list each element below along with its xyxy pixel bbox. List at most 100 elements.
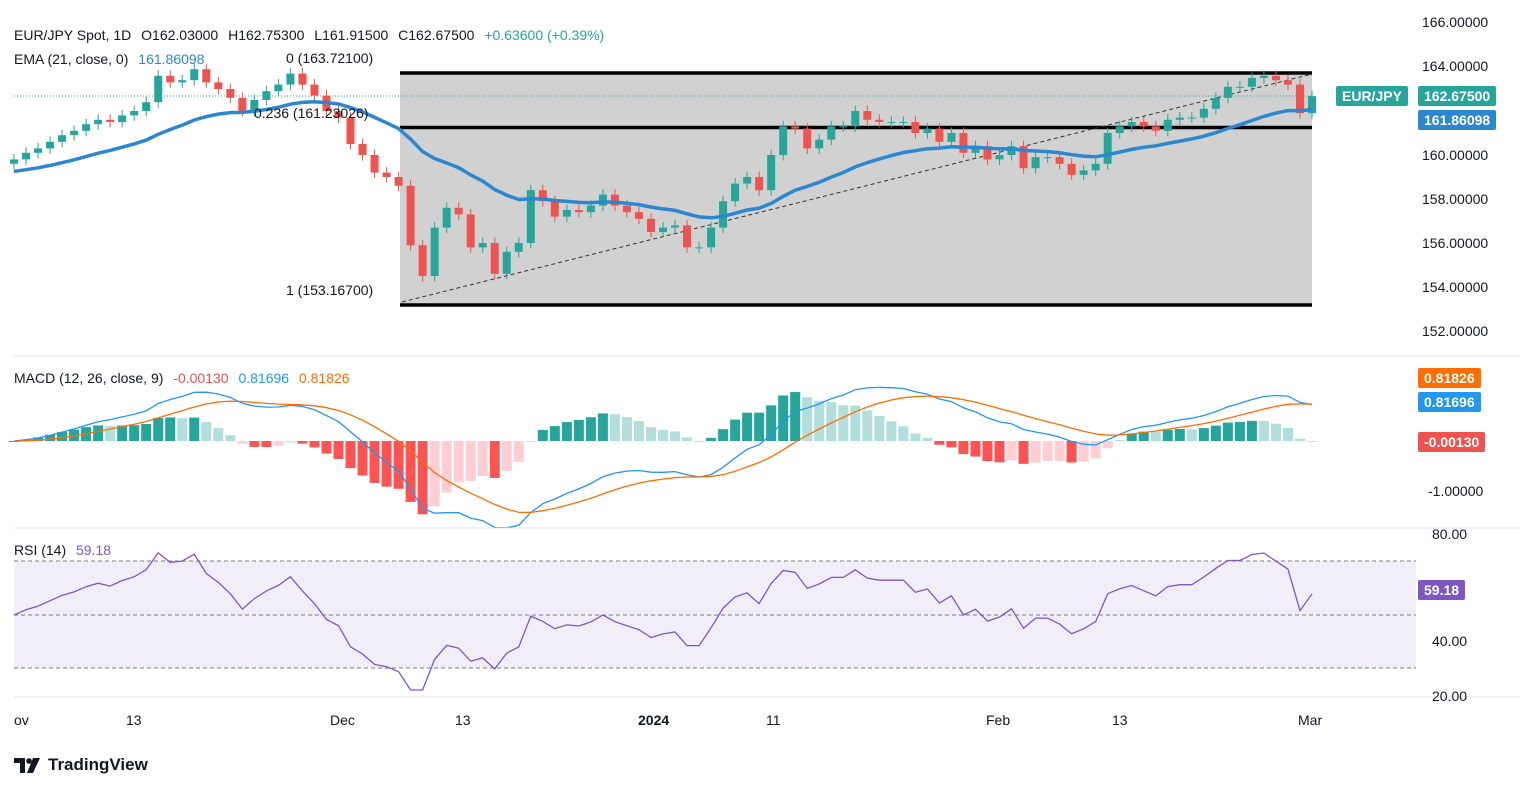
macd-bar <box>982 441 993 462</box>
macd-bar <box>946 441 957 448</box>
rsi-tag: 59.18 <box>1418 580 1466 600</box>
macd-line-value: 0.81696 <box>238 370 290 386</box>
candle-body <box>911 122 920 133</box>
macd-bar <box>489 441 500 478</box>
candle-body <box>923 128 932 133</box>
candle-body <box>1103 133 1112 164</box>
candle-body <box>394 177 403 186</box>
macd-bar <box>357 441 368 476</box>
time-label: Feb <box>986 712 1011 728</box>
macd-bar <box>609 414 620 441</box>
macd-bar <box>213 428 224 441</box>
candle-body <box>574 210 583 213</box>
candle-body <box>610 194 619 206</box>
macd-bar <box>549 426 560 441</box>
macd-bar <box>754 412 765 441</box>
rsi-tick: 20.00 <box>1432 688 1468 704</box>
candle-body <box>743 177 752 184</box>
macd-bar <box>573 419 584 441</box>
macd-bar <box>1126 433 1137 441</box>
candle-body <box>58 135 67 142</box>
candle-body <box>863 111 872 120</box>
candle-body <box>46 141 55 149</box>
last-price-tag: 162.67500 <box>1418 86 1497 106</box>
candle-body <box>671 225 680 228</box>
candle-body <box>370 155 379 173</box>
macd-bar <box>621 417 632 441</box>
candle-body <box>178 80 187 83</box>
candle-body <box>1283 80 1292 85</box>
candle-body <box>719 201 728 228</box>
macd-bar <box>934 441 945 445</box>
candle-body <box>70 130 79 136</box>
macd-bar <box>645 427 656 441</box>
candle-body <box>707 227 716 248</box>
macd-bar <box>57 431 68 441</box>
macd-line <box>13 386 1313 529</box>
macd-bar <box>658 430 668 441</box>
candle-body <box>406 185 415 246</box>
macd-bar <box>1258 421 1269 441</box>
candle-body <box>466 214 475 248</box>
candle-body <box>1163 119 1172 131</box>
candle-body <box>262 91 271 100</box>
macd-bar <box>297 441 308 444</box>
price-tick: 164.00000 <box>1422 58 1489 74</box>
macd-bar <box>201 422 212 441</box>
macd-bar <box>153 418 164 441</box>
candle-body <box>622 205 631 213</box>
macd-bar <box>165 417 176 441</box>
macd-bar <box>862 410 873 441</box>
candle-body <box>298 73 307 85</box>
macd-bar <box>814 400 825 441</box>
candle-body <box>598 194 607 206</box>
change-value: +0.63600 (+0.39%) <box>484 27 605 43</box>
fib-label-0: 0 (163.72100) <box>286 50 374 66</box>
candle-body <box>1211 97 1220 109</box>
ema-price-tag: 161.86098 <box>1418 110 1497 130</box>
macd-bar <box>177 418 188 441</box>
time-label: 13 <box>1112 712 1128 728</box>
candle-body <box>310 84 319 96</box>
macd-bar <box>441 441 452 493</box>
macd-bar <box>1222 422 1233 441</box>
tradingview-brand[interactable]: TradingView <box>14 755 148 775</box>
macd-bar <box>1198 428 1209 441</box>
macd-bar <box>1246 420 1257 441</box>
macd-bar <box>1270 423 1281 441</box>
candle-body <box>550 201 559 217</box>
close-value: C162.67500 <box>398 27 475 43</box>
time-label: 13 <box>455 712 471 728</box>
open-value: O162.03000 <box>141 27 219 43</box>
candle-body <box>202 69 211 83</box>
low-value: L161.91500 <box>314 27 389 43</box>
brand-name: TradingView <box>48 755 148 774</box>
macd-bar <box>1078 441 1089 462</box>
macd-bar <box>345 441 356 469</box>
macd-bar <box>597 413 608 441</box>
time-label: Dec <box>330 712 355 728</box>
rsi-value: 59.18 <box>76 542 112 558</box>
candle-body <box>562 210 571 217</box>
macd-bar <box>1042 441 1053 461</box>
macd-bar <box>321 441 332 454</box>
price-tick: 160.00000 <box>1422 147 1489 163</box>
candle-body <box>1199 108 1208 118</box>
macd-bar <box>1162 429 1173 441</box>
macd-signal-value: 0.81826 <box>298 370 350 386</box>
macd-bar <box>958 441 969 455</box>
candle-body <box>875 119 884 122</box>
candle-body <box>1175 117 1184 120</box>
macd-bar <box>742 412 753 441</box>
candle-body <box>154 75 163 103</box>
macd-bar <box>249 441 260 447</box>
macd-bar <box>285 441 296 443</box>
candle-body <box>947 133 956 142</box>
candle-body <box>899 122 908 123</box>
candle-body <box>190 69 199 81</box>
rsi-legend: RSI (14) 59.18 <box>14 542 117 558</box>
macd-bar <box>1174 429 1185 441</box>
macd-bar <box>333 441 344 459</box>
macd-bar <box>994 441 1005 463</box>
ema-line <box>13 100 1313 220</box>
